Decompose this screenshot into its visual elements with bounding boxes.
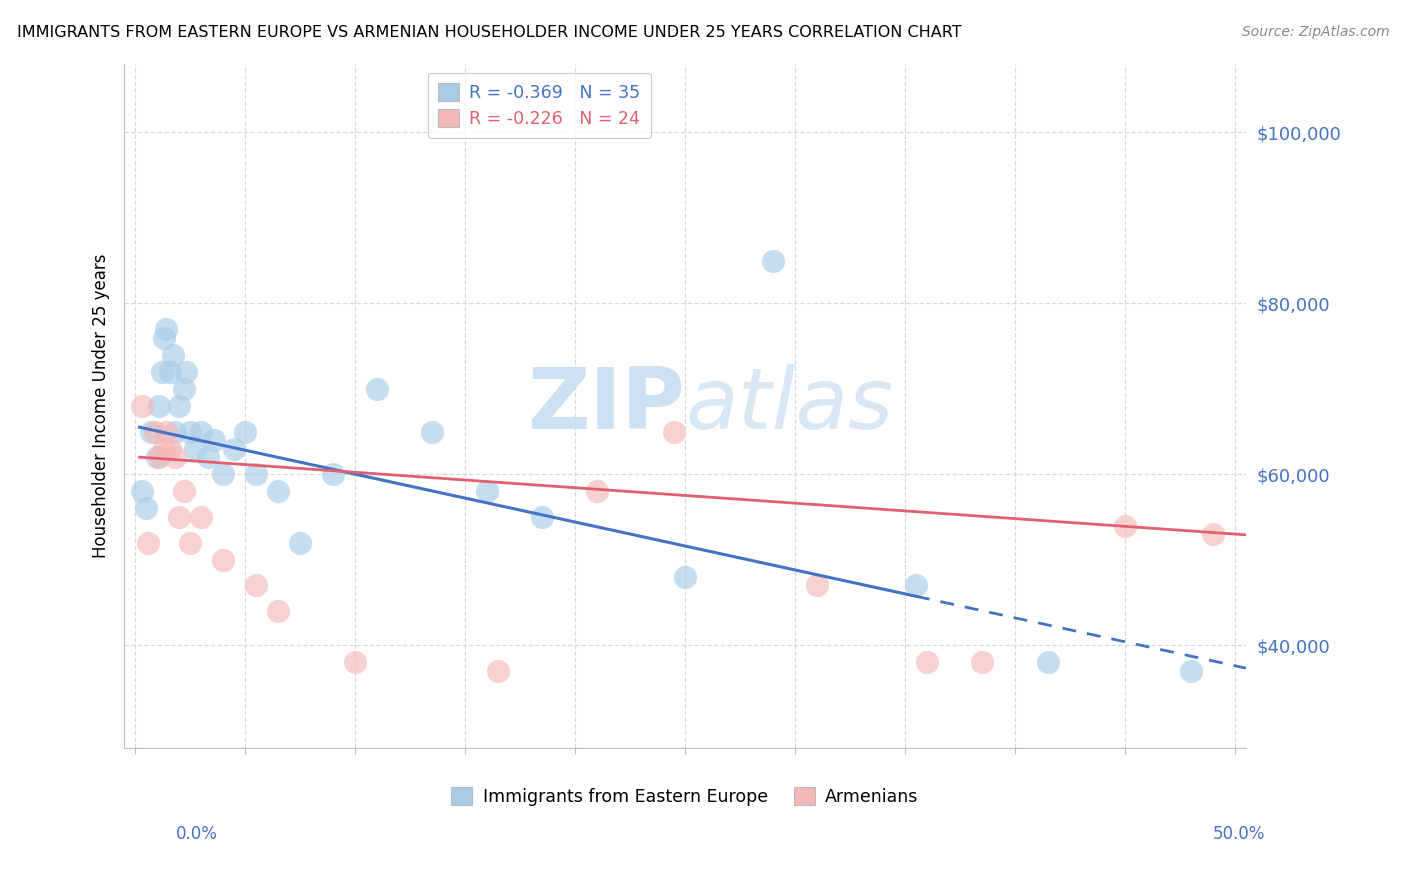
Text: 0.0%: 0.0% (176, 825, 218, 843)
Point (150, 365, 173, 379)
Point (167, 399, 190, 413)
Point (131, 484, 153, 499)
Point (153, 442, 176, 456)
Point (148, 450, 170, 464)
Point (146, 450, 169, 464)
Text: 50.0%: 50.0% (1213, 825, 1265, 843)
Point (174, 365, 197, 379)
Point (245, 467, 267, 482)
Point (212, 467, 235, 482)
Point (267, 604, 290, 618)
Point (138, 535, 160, 549)
Point (762, 253, 785, 268)
Point (148, 399, 170, 413)
Point (131, 399, 153, 413)
Point (915, 655, 938, 669)
Point (167, 510, 190, 524)
Point (155, 322, 177, 336)
Text: IMMIGRANTS FROM EASTERN EUROPE VS ARMENIAN HOUSEHOLDER INCOME UNDER 25 YEARS COR: IMMIGRANTS FROM EASTERN EUROPE VS ARMENI… (17, 25, 962, 40)
Point (173, 382, 195, 396)
Point (173, 484, 195, 499)
Point (143, 425, 166, 439)
Point (159, 442, 181, 456)
Point (586, 484, 609, 499)
Point (190, 510, 212, 524)
Legend: Immigrants from Eastern Europe, Armenians: Immigrants from Eastern Europe, Armenian… (443, 778, 927, 814)
Point (288, 535, 311, 549)
Point (1180, 664, 1202, 678)
Point (153, 330, 176, 344)
Y-axis label: Householder Income Under 25 years: Householder Income Under 25 years (93, 253, 110, 558)
Point (163, 425, 186, 439)
Point (344, 655, 367, 669)
Text: atlas: atlas (685, 364, 893, 448)
Point (162, 348, 184, 362)
Point (179, 425, 201, 439)
Point (904, 578, 927, 592)
Point (135, 501, 157, 516)
Point (267, 484, 290, 499)
Point (420, 425, 443, 439)
Point (197, 450, 219, 464)
Point (673, 570, 696, 584)
Point (245, 578, 267, 592)
Point (183, 442, 205, 456)
Point (224, 442, 246, 456)
Point (1114, 518, 1136, 533)
Point (1036, 655, 1059, 669)
Point (322, 467, 344, 482)
Point (163, 450, 186, 464)
Point (475, 484, 498, 499)
Point (366, 382, 388, 396)
Point (202, 433, 225, 447)
Point (806, 578, 828, 592)
Point (1202, 527, 1225, 541)
Point (662, 425, 685, 439)
Point (159, 365, 181, 379)
Text: ZIP: ZIP (527, 364, 685, 448)
Point (531, 510, 554, 524)
Point (233, 425, 256, 439)
Point (179, 535, 201, 549)
Point (155, 425, 177, 439)
Point (970, 655, 993, 669)
Point (190, 425, 212, 439)
Point (486, 664, 509, 678)
Point (212, 552, 235, 566)
Text: Source: ZipAtlas.com: Source: ZipAtlas.com (1241, 25, 1389, 39)
Point (139, 425, 162, 439)
